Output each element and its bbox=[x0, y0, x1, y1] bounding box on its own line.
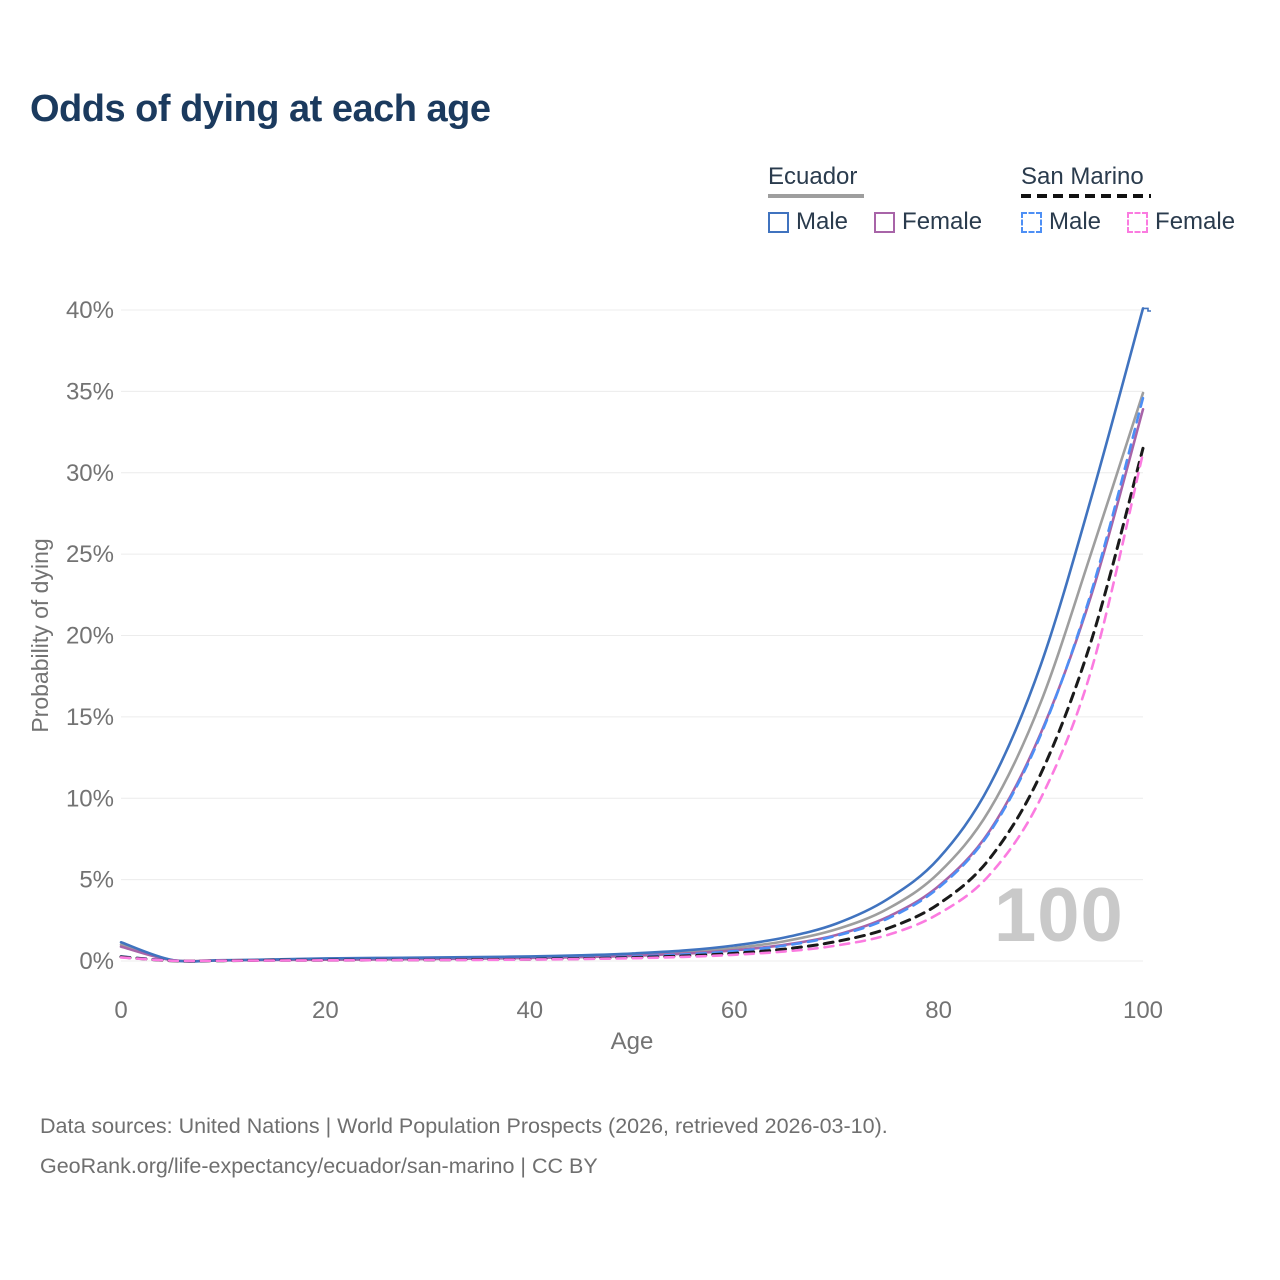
footer-source-line: Data sources: United Nations | World Pop… bbox=[40, 1114, 888, 1138]
y-tick-label: 25% bbox=[66, 541, 114, 568]
legend-item-label: Male bbox=[1049, 208, 1102, 235]
legend-item-label: Male bbox=[796, 208, 849, 235]
y-axis-title: Probability of dying bbox=[27, 538, 53, 732]
san-marino-male-swatch-icon bbox=[1021, 211, 1042, 233]
legend-item-label: Female bbox=[902, 208, 983, 235]
legend-item-label: Female bbox=[1155, 208, 1236, 235]
age-watermark: 100 bbox=[994, 873, 1124, 958]
x-tick-label: 40 bbox=[516, 997, 543, 1024]
legend-ecuador-label[interactable]: Ecuador bbox=[768, 163, 858, 190]
series-line-ecuador-male bbox=[119, 307, 1145, 963]
y-tick-label: 35% bbox=[66, 378, 114, 405]
label-leader-line bbox=[1143, 307, 1151, 312]
footer: Data sources: United Nations | World Pop… bbox=[40, 1106, 888, 1186]
legend-item-ecuador-male[interactable]: Male bbox=[768, 208, 848, 236]
footer-link-line: GeoRank.org/life-expectancy/ecuador/san-… bbox=[40, 1154, 598, 1178]
ecuador-male-swatch-icon bbox=[768, 211, 789, 233]
x-tick-label: 0 bbox=[114, 997, 127, 1024]
y-tick-label: 15% bbox=[66, 704, 114, 731]
x-axis-title: Age bbox=[611, 1028, 654, 1055]
series-line-san-marino-both bbox=[119, 446, 1145, 963]
y-tick-label: 30% bbox=[66, 460, 114, 487]
y-tick-label: 20% bbox=[66, 623, 114, 650]
series-line-ecuador-female bbox=[119, 408, 1145, 963]
y-tick-label: 0% bbox=[79, 948, 114, 975]
legend-group-ecuador: Ecuador Male Female bbox=[768, 163, 982, 236]
san-marino-female-swatch-icon bbox=[1127, 211, 1149, 233]
legend-san-marino-line-swatch bbox=[1021, 194, 1151, 198]
legend-group-san-marino: San Marino Male Female bbox=[1021, 163, 1235, 236]
x-tick-label: 100 bbox=[1123, 997, 1163, 1024]
page-title: Odds of dying at each age bbox=[30, 88, 491, 130]
legend-ecuador-line-swatch bbox=[768, 194, 864, 198]
ecuador-female-swatch-icon bbox=[874, 211, 896, 233]
y-tick-label: 5% bbox=[79, 867, 114, 894]
x-tick-label: 80 bbox=[925, 997, 952, 1024]
legend-san-marino-label[interactable]: San Marino bbox=[1021, 163, 1144, 190]
y-tick-label: 10% bbox=[66, 785, 114, 812]
x-tick-label: 60 bbox=[721, 997, 748, 1024]
series-line-san-marino-female bbox=[119, 451, 1145, 963]
x-tick-label: 20 bbox=[312, 997, 339, 1024]
legend-item-san-marino-female[interactable]: Female bbox=[1127, 208, 1235, 236]
y-tick-label: 40% bbox=[66, 297, 114, 324]
legend-item-san-marino-male[interactable]: Male bbox=[1021, 208, 1101, 236]
legend-item-ecuador-female[interactable]: Female bbox=[874, 208, 982, 236]
